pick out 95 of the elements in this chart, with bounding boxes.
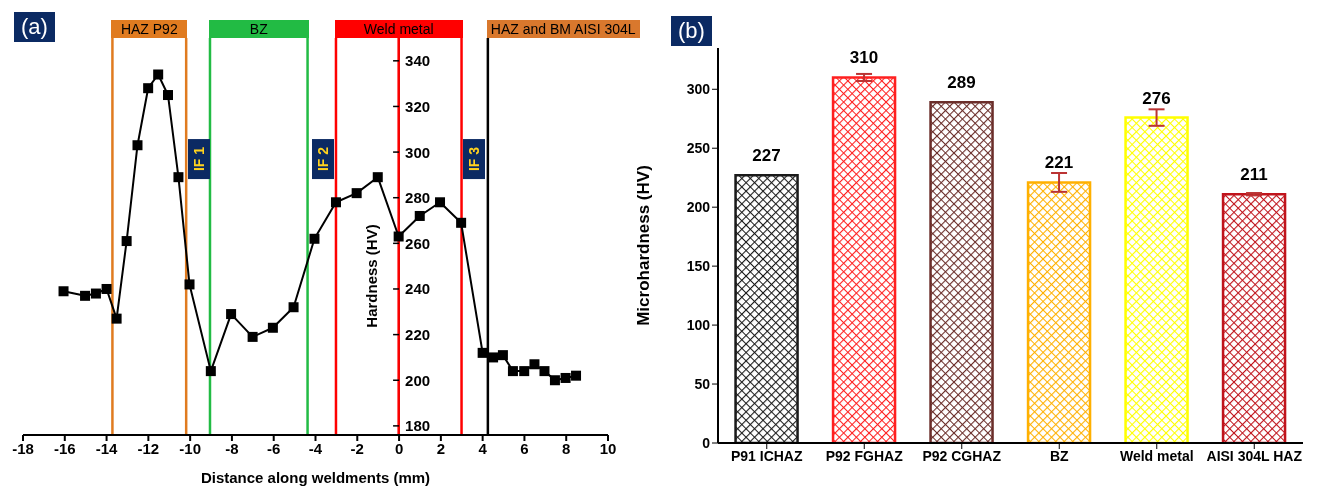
point xyxy=(121,236,132,247)
point xyxy=(560,372,571,383)
x-tick-label: -4 xyxy=(308,439,323,457)
point xyxy=(132,140,143,151)
y-tick-label: 250 xyxy=(686,140,711,157)
x-tick-label: -2 xyxy=(350,439,364,457)
y-tick-label: 220 xyxy=(405,326,431,344)
x-tick-label: BZ xyxy=(1049,447,1070,464)
y-tick-label: 260 xyxy=(405,234,431,252)
x-tick-label: -14 xyxy=(95,439,119,457)
point xyxy=(330,197,341,208)
ref-line-label: HAZ and BM AISI 304L xyxy=(486,20,640,38)
y-tick-label: 300 xyxy=(686,81,711,98)
x-tick-label: -10 xyxy=(179,439,201,457)
point xyxy=(539,366,550,377)
bar xyxy=(1221,192,1287,443)
point xyxy=(488,352,499,363)
ref-line-label: HAZ P92 xyxy=(111,20,188,38)
x-tick-label: -8 xyxy=(225,439,239,457)
point xyxy=(393,231,404,242)
x-tick-label: -16 xyxy=(53,439,76,457)
point xyxy=(226,309,237,320)
annotation: IF 2 xyxy=(311,138,334,179)
x-tick-label: P92 CGHAZ xyxy=(922,447,1002,464)
y-tick-label: 200 xyxy=(405,371,431,389)
data-label: 227 xyxy=(752,146,781,166)
y-tick-label: 180 xyxy=(405,417,431,435)
y-tick-label: 100 xyxy=(686,317,711,334)
point xyxy=(549,375,560,386)
x-tick-label: AISI 304L HAZ xyxy=(1206,447,1303,464)
x-axis-title: Distance along weldments (mm) xyxy=(200,469,431,486)
y-tick-label: 200 xyxy=(686,199,711,216)
point xyxy=(529,359,540,370)
bar xyxy=(929,100,994,443)
point xyxy=(101,283,112,294)
y-tick-label: 280 xyxy=(405,189,431,207)
point xyxy=(163,90,173,101)
point xyxy=(372,172,383,183)
point xyxy=(205,366,216,377)
point xyxy=(267,322,278,333)
point xyxy=(435,197,446,208)
bar xyxy=(1124,116,1189,443)
point xyxy=(497,350,508,361)
data-label: 310 xyxy=(849,48,879,68)
point xyxy=(80,290,91,301)
x-tick-label: -6 xyxy=(267,439,281,457)
bar xyxy=(734,174,799,443)
point xyxy=(184,279,195,290)
y-tick-label: 150 xyxy=(686,258,711,275)
x-tick-label: -12 xyxy=(137,439,160,457)
point xyxy=(247,331,258,342)
x-tick-label: 10 xyxy=(599,439,617,457)
y-tick-label: 300 xyxy=(405,143,431,161)
point xyxy=(58,286,69,297)
point xyxy=(456,217,467,228)
point xyxy=(173,172,184,183)
point xyxy=(519,366,530,377)
x-tick-label: -18 xyxy=(12,439,34,457)
x-tick-label: 8 xyxy=(562,439,571,457)
y-tick-label: 50 xyxy=(694,376,711,393)
data-label: 289 xyxy=(947,73,976,93)
x-tick-label: 2 xyxy=(436,439,446,457)
ref-line-label: Weld metal xyxy=(334,20,463,38)
x-tick-label: 6 xyxy=(520,439,529,457)
data-label: 221 xyxy=(1044,153,1074,173)
data-label: 211 xyxy=(1240,165,1268,185)
x-tick-label: 0 xyxy=(394,439,404,457)
y-tick-label: 320 xyxy=(405,97,431,115)
y-tick-label: 240 xyxy=(405,280,431,298)
point xyxy=(90,288,101,299)
y-axis-title: Microhardness (HV) xyxy=(634,165,654,326)
point xyxy=(477,347,488,358)
annotation: IF 3 xyxy=(462,138,485,179)
y-tick-label: 340 xyxy=(405,52,431,70)
bar xyxy=(1026,181,1092,443)
x-tick-label: Weld metal xyxy=(1119,447,1194,464)
point xyxy=(571,370,582,381)
x-tick-label: P91 ICHAZ xyxy=(730,447,803,464)
point xyxy=(507,366,518,377)
ref-line-label: BZ xyxy=(208,20,309,38)
point xyxy=(111,313,122,324)
bar xyxy=(831,76,897,443)
chart-title: (a) xyxy=(14,12,55,42)
point xyxy=(414,210,425,221)
x-tick-label: P92 FGHAZ xyxy=(825,447,904,464)
y-axis-title: Hardness (HV) xyxy=(362,224,380,328)
data-label: 276 xyxy=(1142,88,1171,108)
point xyxy=(309,233,320,244)
point xyxy=(351,188,362,199)
point xyxy=(153,69,164,80)
chart-title: (b) xyxy=(671,16,712,46)
x-tick-label: 4 xyxy=(478,439,488,457)
annotation: IF 1 xyxy=(187,138,210,179)
point xyxy=(143,83,154,94)
point xyxy=(288,302,299,313)
